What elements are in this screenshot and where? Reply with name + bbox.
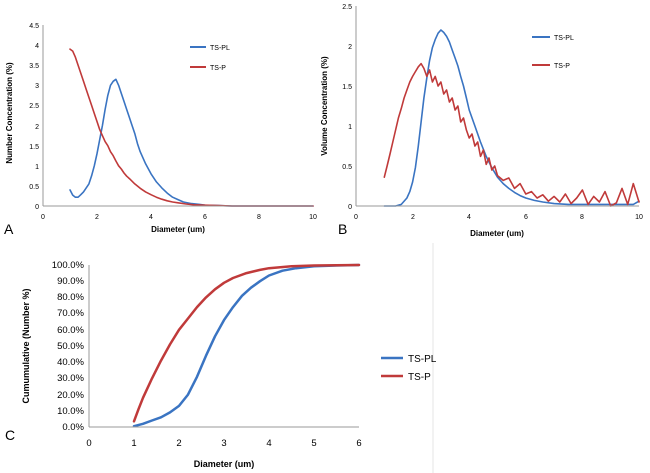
- chart-a-plot-area: [69, 48, 314, 207]
- chart-c-y-tick: 70.0%: [57, 308, 84, 319]
- chart-a-y-tick-labels: 0 0.5 1 1.5 2 2.5 3 3.5 4 4.5: [29, 23, 39, 211]
- chart-c: 0 1 2 3 4 5 6 0.0% 10.0% 20.0% 30.0% 40.…: [5, 260, 437, 469]
- chart-b-x-axis-title: Diameter (um): [470, 229, 524, 238]
- chart-b-y-tick: 1.5: [342, 84, 352, 91]
- chart-c-x-tick: 2: [176, 438, 181, 449]
- chart-b-x-tick: 10: [635, 214, 643, 221]
- chart-b-y-axis-title: Volume Concentration (%): [320, 56, 329, 156]
- chart-b-x-tick: 8: [580, 214, 584, 221]
- chart-c-x-tick: 4: [266, 438, 271, 449]
- chart-c-x-axis-title: Diameter (um): [194, 459, 255, 469]
- panel-label-c: C: [5, 427, 15, 443]
- chart-c-legend: TS-PL TS-P: [381, 354, 437, 383]
- chart-a: 0 2 4 6 8 10 0 0.5 1 1.5 2 2.5 3 3.5 4 4…: [4, 23, 317, 237]
- chart-c-y-tick: 30.0%: [57, 373, 84, 384]
- panel-label-a: A: [4, 221, 14, 237]
- chart-a-x-tick: 8: [257, 214, 261, 221]
- chart-a-x-tick: 0: [41, 214, 45, 221]
- chart-c-y-tick: 40.0%: [57, 357, 84, 368]
- chart-c-y-tick: 90.0%: [57, 276, 84, 287]
- chart-b-legend-label-ts-pl: TS-PL: [554, 35, 574, 42]
- chart-a-y-tick: 2: [35, 124, 39, 131]
- chart-a-x-tick: 6: [203, 214, 207, 221]
- chart-c-x-tick: 5: [311, 438, 316, 449]
- chart-a-legend-label-ts-pl: TS-PL: [210, 45, 230, 52]
- chart-b-x-tick: 0: [354, 214, 358, 221]
- chart-c-plot-area: [132, 263, 361, 428]
- chart-b-legend: TS-PL TS-P: [532, 35, 574, 70]
- chart-c-x-tick: 0: [86, 438, 91, 449]
- chart-c-y-tick: 60.0%: [57, 325, 84, 336]
- chart-c-x-tick: 6: [356, 438, 361, 449]
- chart-a-series-ts-pl: [69, 78, 314, 207]
- chart-c-y-tick: 50.0%: [57, 341, 84, 352]
- chart-a-x-axis-title: Diameter (um): [151, 225, 205, 234]
- chart-a-y-tick: 0.5: [29, 184, 39, 191]
- chart-b-y-tick: 1: [348, 124, 352, 131]
- chart-a-x-tick-labels: 0 2 4 6 8 10: [41, 214, 317, 221]
- chart-b-y-tick: 0: [348, 204, 352, 211]
- chart-c-x-tick-labels: 0 1 2 3 4 5 6: [86, 438, 361, 449]
- chart-a-y-tick: 1.5: [29, 144, 39, 151]
- chart-b: 0 2 4 6 8 10 0 0.5 1 1.5 2 2.5 Diameter …: [320, 4, 643, 238]
- chart-c-y-tick: 20.0%: [57, 390, 84, 401]
- chart-a-y-tick: 0: [35, 204, 39, 211]
- chart-a-legend-label-ts-p: TS-P: [210, 65, 226, 72]
- chart-b-x-tick: 2: [411, 214, 415, 221]
- panel-label-b: B: [338, 221, 347, 237]
- chart-c-y-tick: 10.0%: [57, 406, 84, 417]
- chart-a-legend: TS-PL TS-P: [190, 45, 230, 72]
- chart-a-y-axis-title: Number Concentration (%): [5, 62, 14, 164]
- chart-a-y-tick: 1: [35, 164, 39, 171]
- chart-a-y-tick: 3.5: [29, 63, 39, 70]
- chart-c-y-tick-labels: 0.0% 10.0% 20.0% 30.0% 40.0% 50.0% 60.0%…: [52, 260, 85, 433]
- chart-a-y-tick: 4: [35, 43, 39, 50]
- chart-b-plot-area: [383, 29, 640, 207]
- chart-b-x-tick: 4: [467, 214, 471, 221]
- chart-a-x-tick: 10: [309, 214, 317, 221]
- chart-c-y-tick: 100.0%: [52, 260, 85, 271]
- chart-c-series-ts-pl: [132, 263, 361, 428]
- chart-c-y-axis-title: Cumumulative (Number %): [21, 288, 31, 403]
- chart-c-x-tick: 1: [131, 438, 136, 449]
- chart-c-x-tick: 3: [221, 438, 226, 449]
- chart-c-y-tick: 0.0%: [62, 422, 84, 433]
- chart-a-series-ts-p: [69, 48, 314, 207]
- chart-a-x-tick: 4: [149, 214, 153, 221]
- chart-b-series-ts-pl: [383, 29, 640, 207]
- chart-b-y-tick-labels: 0 0.5 1 1.5 2 2.5: [342, 4, 352, 211]
- chart-a-y-tick: 2.5: [29, 103, 39, 110]
- chart-b-y-tick: 0.5: [342, 164, 352, 171]
- chart-c-series-ts-p: [132, 263, 361, 423]
- chart-b-series-ts-p: [383, 62, 640, 207]
- chart-a-y-tick: 4.5: [29, 23, 39, 30]
- chart-c-y-tick: 80.0%: [57, 292, 84, 303]
- chart-b-x-tick: 6: [524, 214, 528, 221]
- chart-b-x-tick-labels: 0 2 4 6 8 10: [354, 214, 643, 221]
- chart-b-y-tick: 2: [348, 44, 352, 51]
- chart-c-legend-label-ts-pl: TS-PL: [408, 354, 437, 365]
- chart-b-y-tick: 2.5: [342, 4, 352, 11]
- chart-b-legend-label-ts-p: TS-P: [554, 63, 570, 70]
- chart-a-y-tick: 3: [35, 83, 39, 90]
- chart-c-legend-label-ts-p: TS-P: [408, 372, 431, 383]
- chart-a-x-tick: 2: [95, 214, 99, 221]
